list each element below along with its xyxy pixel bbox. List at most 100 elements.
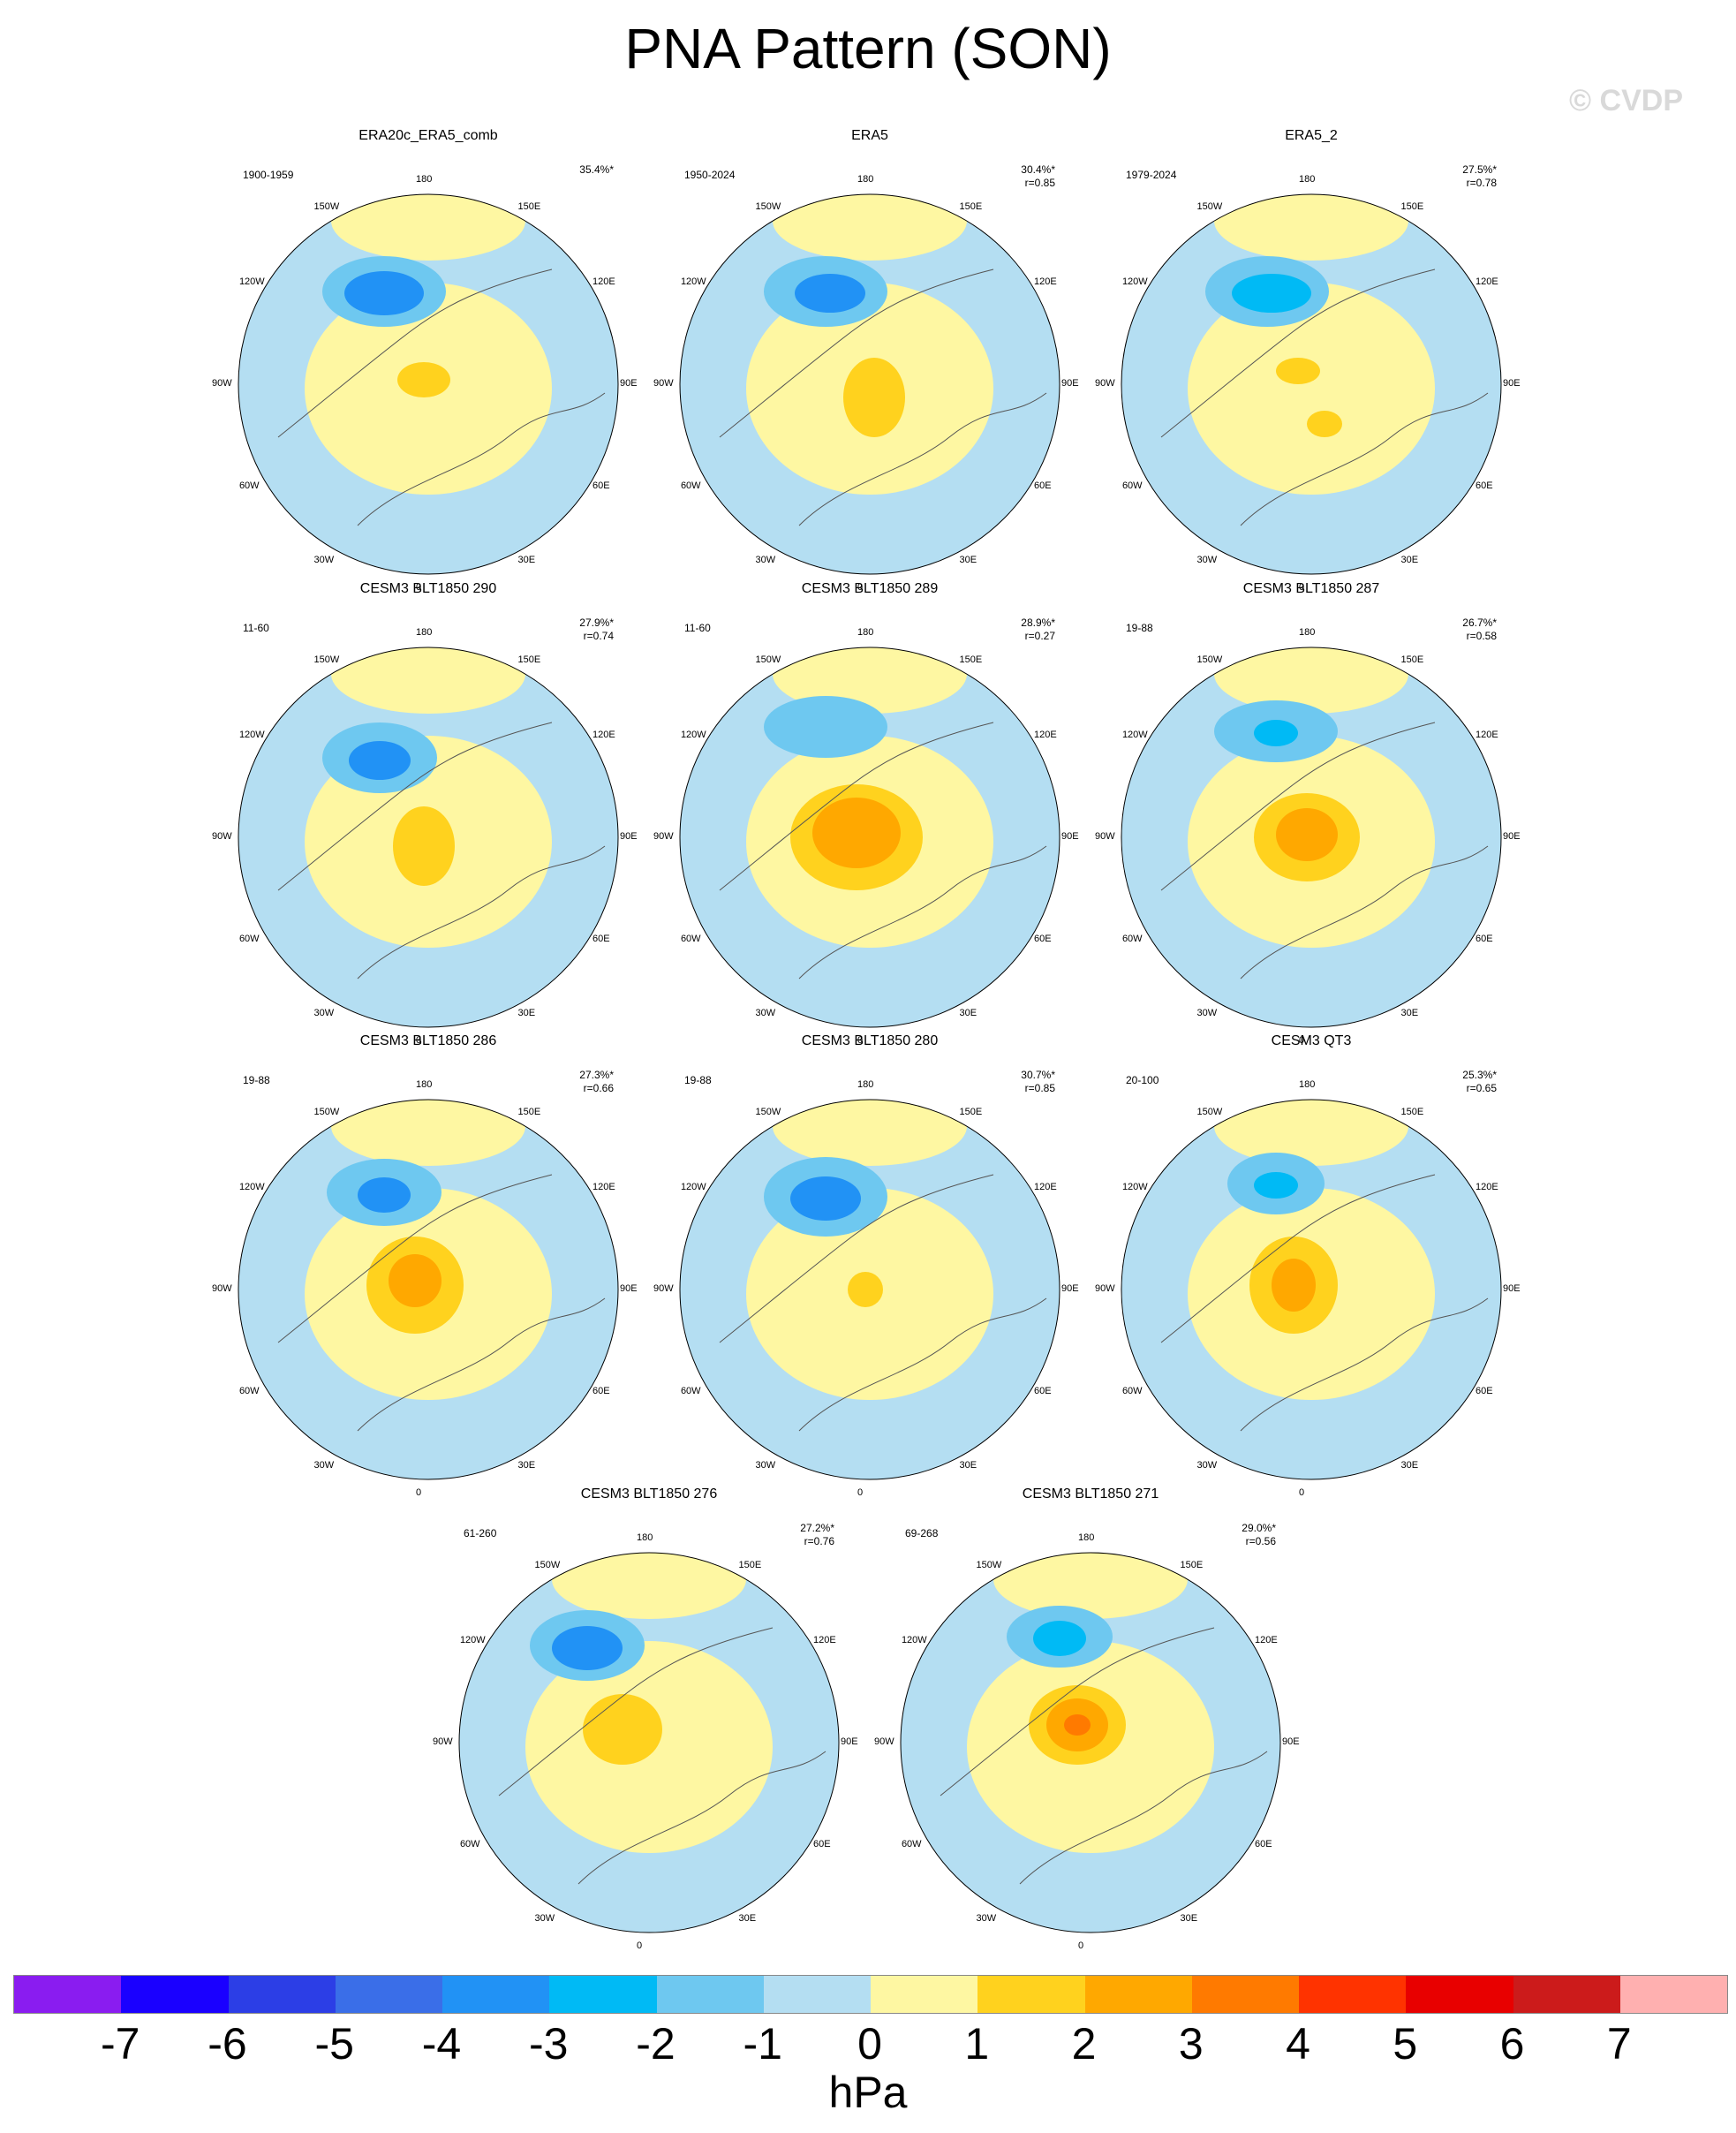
longitude-label: 0 (416, 1035, 422, 1046)
longitude-label: 30W (534, 1913, 555, 1925)
longitude-label: 120W (901, 1634, 927, 1645)
longitude-label: 60W (680, 1385, 701, 1396)
panel-years: 1979-2024 (1126, 169, 1177, 181)
longitude-label: 120E (1034, 276, 1057, 287)
longitude-label: 90E (1061, 831, 1079, 842)
longitude-label: 60W (680, 933, 701, 944)
panel-stats: 25.3%* r=0.65 (1462, 1069, 1497, 1095)
colorbar-tick-label: -2 (636, 2019, 676, 2069)
positive-field (1188, 283, 1435, 495)
anomaly-contour (1254, 720, 1298, 746)
colorbar-tick-label: -1 (743, 2019, 782, 2069)
longitude-label: 90W (1095, 378, 1115, 389)
longitude-label: 90E (620, 1283, 638, 1294)
map-border (900, 1552, 1281, 1933)
longitude-label: 30E (959, 1460, 977, 1471)
panel-stats: 30.7%* r=0.85 (1021, 1069, 1055, 1095)
colorbar-tick-label: 0 (857, 2019, 882, 2069)
panel-stats: 27.3%* r=0.66 (579, 1069, 614, 1095)
polar-map (458, 1552, 840, 1933)
panel-title: CESM3 BLT1850 271 (1022, 1486, 1159, 1501)
map-panel: ERA20c_ERA5_comb 1900-1959 35.4%* 180 150E 12… (212, 128, 638, 593)
variance-percent: 26.7%* (1462, 616, 1497, 629)
longitude-label: 150E (1400, 200, 1424, 212)
pattern-correlation: r=0.74 (583, 630, 614, 642)
longitude-label: 60W (901, 1838, 922, 1849)
longitude-label: 180 (1078, 1532, 1095, 1543)
longitude-label: 90W (212, 378, 232, 389)
longitude-label: 30E (959, 1008, 977, 1019)
longitude-label: 150E (1400, 654, 1424, 665)
figure-title: PNA Pattern (SON) (624, 17, 1112, 80)
longitude-label: 150W (313, 1106, 340, 1117)
map-panel: CESM3 BLT1850 290 11-60 27.9%* r=0.74 180 150… (212, 581, 638, 1046)
longitude-label: 0 (1299, 582, 1305, 593)
colorbar-tick-label: -4 (421, 2019, 462, 2069)
polar-map (238, 647, 619, 1028)
variance-percent: 28.9%* (1021, 616, 1055, 629)
panel-years: 61-260 (464, 1527, 497, 1539)
longitude-label: 180 (416, 1079, 433, 1090)
longitude-label: 120W (238, 729, 265, 740)
colorbar-tick-label: 2 (1071, 2019, 1097, 2069)
coastline (940, 1627, 1268, 1885)
longitude-label: 180 (1299, 627, 1316, 638)
longitude-label: 90E (841, 1736, 858, 1747)
colorbar-tick-label: -3 (529, 2019, 569, 2069)
longitude-label: 0 (416, 582, 422, 593)
positive-field (331, 1100, 525, 1166)
colorbar-tick-label: 5 (1393, 2019, 1418, 2069)
anomaly-contour (349, 741, 411, 780)
positive-field (993, 1553, 1188, 1619)
variance-percent: 25.3%* (1462, 1069, 1497, 1081)
longitude-label: 120W (238, 276, 265, 287)
map-border (238, 1099, 619, 1480)
panel-years: 11-60 (684, 622, 711, 634)
longitude-label: 60E (813, 1838, 831, 1849)
longitude-label: 30W (976, 1913, 997, 1925)
variance-percent: 30.4%* (1021, 163, 1055, 176)
longitude-label: 90E (1503, 1283, 1521, 1294)
longitude-label: 90W (874, 1736, 894, 1747)
variance-percent: 30.7%* (1021, 1069, 1055, 1081)
longitude-label: 180 (857, 627, 874, 638)
map-border (1121, 647, 1502, 1028)
coastline (1160, 269, 1489, 526)
panel-stats: 30.4%* r=0.85 (1021, 163, 1055, 190)
panel-title: CESM3 BLT1850 287 (1242, 581, 1380, 596)
colorbar-tick-label: 4 (1286, 2019, 1310, 2069)
panel-years: 19-88 (1126, 622, 1153, 634)
longitude-label: 60W (238, 933, 260, 944)
longitude-label: 120W (680, 1181, 706, 1192)
longitude-label: 0 (637, 1940, 643, 1951)
longitude-label: 120E (593, 729, 615, 740)
anomaly-contour (344, 271, 424, 315)
panel-years: 19-88 (684, 1074, 712, 1086)
longitude-label: 90W (212, 1283, 232, 1294)
longitude-label: 150E (517, 200, 541, 212)
anomaly-contour (790, 1176, 861, 1221)
coastline (719, 722, 1047, 980)
panel-stats: 28.9%* r=0.27 (1021, 616, 1055, 643)
positive-field (773, 1100, 967, 1166)
longitude-label: 0 (857, 1035, 864, 1046)
longitude-label: 150E (959, 200, 983, 212)
longitude-label: 30W (755, 1008, 776, 1019)
colorbar-swatch (1084, 1976, 1192, 2013)
longitude-label: 30W (1196, 555, 1218, 566)
panel-stats: 26.7%* r=0.58 (1462, 616, 1497, 643)
longitude-label: 90E (620, 378, 638, 389)
colorbar-swatch (977, 1976, 1085, 2013)
colorbar-swatch (14, 1976, 122, 2013)
longitude-label: 180 (637, 1532, 653, 1543)
colorbar-unit: hPa (828, 2068, 908, 2117)
longitude-label: 30W (1196, 1460, 1218, 1471)
longitude-label: 180 (1299, 174, 1316, 185)
longitude-label: 30W (313, 555, 335, 566)
panel-years: 1950-2024 (684, 169, 736, 181)
longitude-label: 60E (1034, 933, 1052, 944)
longitude-label: 60E (593, 933, 610, 944)
colorbar-swatch (1191, 1976, 1299, 2013)
longitude-label: 180 (857, 1079, 874, 1090)
variance-percent: 27.9%* (579, 616, 614, 629)
